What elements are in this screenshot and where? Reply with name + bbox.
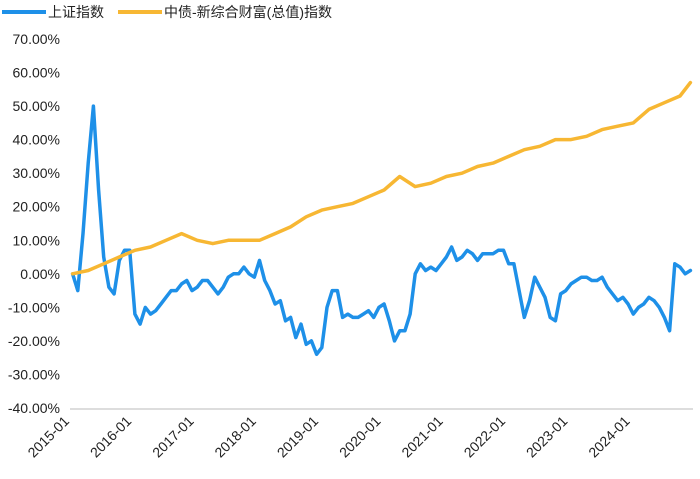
x-tick-label: 2017-01: [149, 413, 197, 461]
y-tick-label: -10.00%: [8, 299, 60, 315]
x-tick-label: 2024-01: [585, 413, 633, 461]
y-tick-label: 20.00%: [13, 199, 60, 215]
series-line-1: [70, 80, 693, 276]
legend-item-1: 中债-新综合财富(总值)指数: [118, 4, 332, 20]
series-lines: [70, 80, 693, 357]
x-tick-label: 2015-01: [24, 413, 72, 461]
legend-item-0: 上证指数: [2, 4, 104, 20]
x-tick-label: 2022-01: [461, 413, 509, 461]
x-tick-label: 2023-01: [523, 413, 571, 461]
y-tick-label: 50.00%: [13, 98, 60, 114]
x-tick-label: 2016-01: [87, 413, 135, 461]
series-line-0: [70, 104, 693, 357]
legend: 上证指数 中债-新综合财富(总值)指数: [2, 4, 332, 20]
x-tick-label: 2018-01: [211, 413, 259, 461]
y-tick-label: -20.00%: [8, 333, 60, 349]
y-tick-label: 70.00%: [13, 31, 60, 47]
y-tick-label: 10.00%: [13, 232, 60, 248]
y-tick-label: -30.00%: [8, 366, 60, 382]
legend-label-0: 上证指数: [48, 4, 104, 20]
y-tick-label: -40.00%: [8, 400, 60, 416]
y-tick-label: 30.00%: [13, 165, 60, 181]
y-axis: 70.00% 60.00% 50.00% 40.00% 30.00% 20.00% 10.0…: [8, 31, 60, 416]
x-tick-label: 2021-01: [398, 413, 446, 461]
y-tick-label: 40.00%: [13, 132, 60, 148]
y-tick-label: 60.00%: [13, 65, 60, 81]
x-axis: 2015-01 2016-01 2017-01 2018-01 2019-01 2020-…: [24, 413, 632, 461]
legend-label-1: 中债-新综合财富(总值)指数: [164, 4, 332, 20]
x-tick-label: 2020-01: [336, 413, 384, 461]
x-tick-label: 2019-01: [274, 413, 322, 461]
y-tick-label: 0.00%: [20, 266, 60, 282]
